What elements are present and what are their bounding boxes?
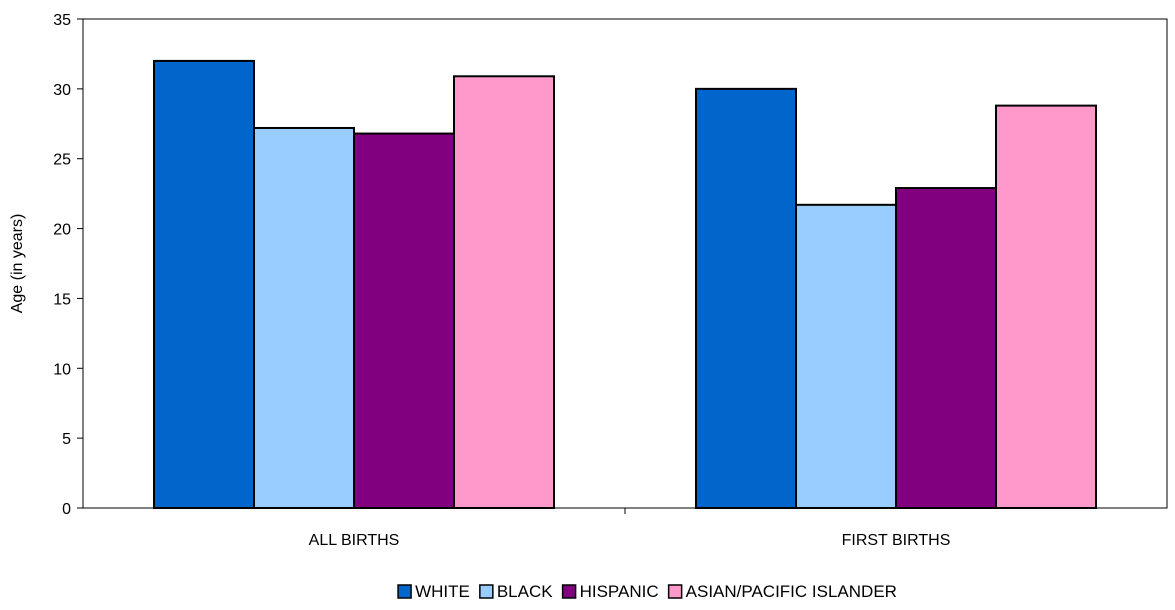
bar: [995, 104, 1097, 509]
y-tick-label: 15: [53, 291, 71, 308]
legend-swatch: [561, 584, 577, 599]
bar: [253, 126, 355, 509]
legend-swatch: [479, 584, 494, 599]
legend-label: BLACK: [497, 582, 553, 601]
bar: [695, 87, 797, 509]
y-tick-label: 0: [62, 501, 71, 518]
y-axis-title-group: Age (in years): [9, 214, 26, 314]
legend: WHITE BLACK HISPANIC ASIAN/PACIFIC ISLANDER: [397, 582, 897, 601]
bar: [895, 187, 997, 509]
legend-swatch: [397, 584, 412, 599]
y-tick-label: 25: [53, 152, 71, 169]
y-tick-label: 20: [53, 222, 71, 239]
plot-area: 0 5 10 15 20 25 30 35 ALL BIRTHS FIRST BIRTHS: [53, 12, 1168, 549]
y-axis-title: Age (in years): [9, 214, 26, 314]
legend-label: ASIAN/PACIFIC ISLANDER: [686, 582, 897, 601]
bar: [795, 203, 897, 509]
y-tick-label: 5: [62, 431, 71, 448]
bar: [153, 59, 255, 510]
x-category-label: FIRST BIRTHS: [842, 532, 951, 549]
legend-label: WHITE: [415, 582, 470, 601]
x-category-label: ALL BIRTHS: [309, 532, 400, 549]
bar: [353, 132, 455, 510]
y-tick-label: 10: [53, 361, 71, 378]
y-tick-label: 30: [53, 82, 71, 99]
bar: [453, 75, 555, 509]
legend-label: HISPANIC: [580, 582, 659, 601]
legend-swatch: [667, 584, 683, 599]
y-tick-label: 35: [53, 12, 71, 29]
